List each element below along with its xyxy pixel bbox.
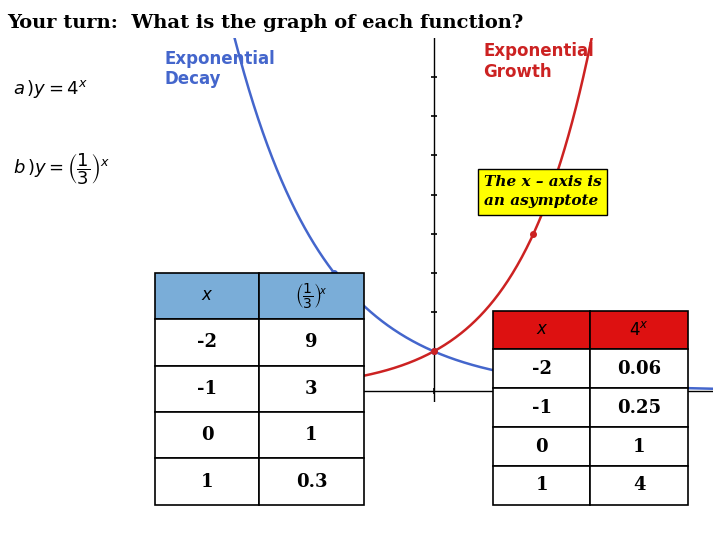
Bar <box>155 273 259 319</box>
Text: 0: 0 <box>201 426 213 444</box>
Text: 1: 1 <box>633 437 645 456</box>
Text: $b\,)y = \left(\dfrac{1}{3}\right)^x$: $b\,)y = \left(\dfrac{1}{3}\right)^x$ <box>13 151 110 187</box>
Bar <box>493 466 590 505</box>
Text: 1: 1 <box>536 476 548 495</box>
Text: $\left(\dfrac{1}{3}\right)^{\!x}$: $\left(\dfrac{1}{3}\right)^{\!x}$ <box>295 281 328 310</box>
Bar <box>493 310 590 349</box>
Text: 9: 9 <box>305 333 318 352</box>
Bar <box>155 366 259 412</box>
Text: 0.25: 0.25 <box>617 399 661 417</box>
Bar <box>493 349 590 388</box>
Bar <box>590 427 688 466</box>
Text: Your turn:  What is the graph of each function?: Your turn: What is the graph of each fun… <box>7 14 523 31</box>
Text: Exponential
Decay: Exponential Decay <box>165 50 276 89</box>
Bar <box>259 366 364 412</box>
Text: 4: 4 <box>633 476 645 495</box>
Text: -2: -2 <box>197 333 217 352</box>
Bar <box>590 388 688 427</box>
Text: Exponential
Growth: Exponential Growth <box>484 42 595 80</box>
Bar <box>493 388 590 427</box>
Bar <box>259 458 364 505</box>
Text: -1: -1 <box>532 399 552 417</box>
Text: 0: 0 <box>536 437 548 456</box>
Bar <box>155 458 259 505</box>
Text: -1: -1 <box>197 380 217 398</box>
Text: The x – axis is
an asymptote: The x – axis is an asymptote <box>484 175 601 208</box>
Text: 0.3: 0.3 <box>296 472 327 491</box>
Bar <box>259 319 364 366</box>
Text: $x$: $x$ <box>201 287 213 305</box>
Bar <box>590 310 688 349</box>
Bar <box>155 319 259 366</box>
Bar <box>259 412 364 458</box>
Text: -2: -2 <box>532 360 552 378</box>
Text: 1: 1 <box>201 472 213 491</box>
Text: $a\,)y = 4^x$: $a\,)y = 4^x$ <box>13 78 88 100</box>
Text: 0.06: 0.06 <box>617 360 661 378</box>
Bar <box>590 466 688 505</box>
Text: $x$: $x$ <box>536 321 548 339</box>
Bar <box>259 273 364 319</box>
Bar <box>493 427 590 466</box>
Text: 3: 3 <box>305 380 318 398</box>
Bar <box>155 412 259 458</box>
Text: 1: 1 <box>305 426 318 444</box>
Bar <box>590 349 688 388</box>
Text: $4^x$: $4^x$ <box>629 321 649 339</box>
